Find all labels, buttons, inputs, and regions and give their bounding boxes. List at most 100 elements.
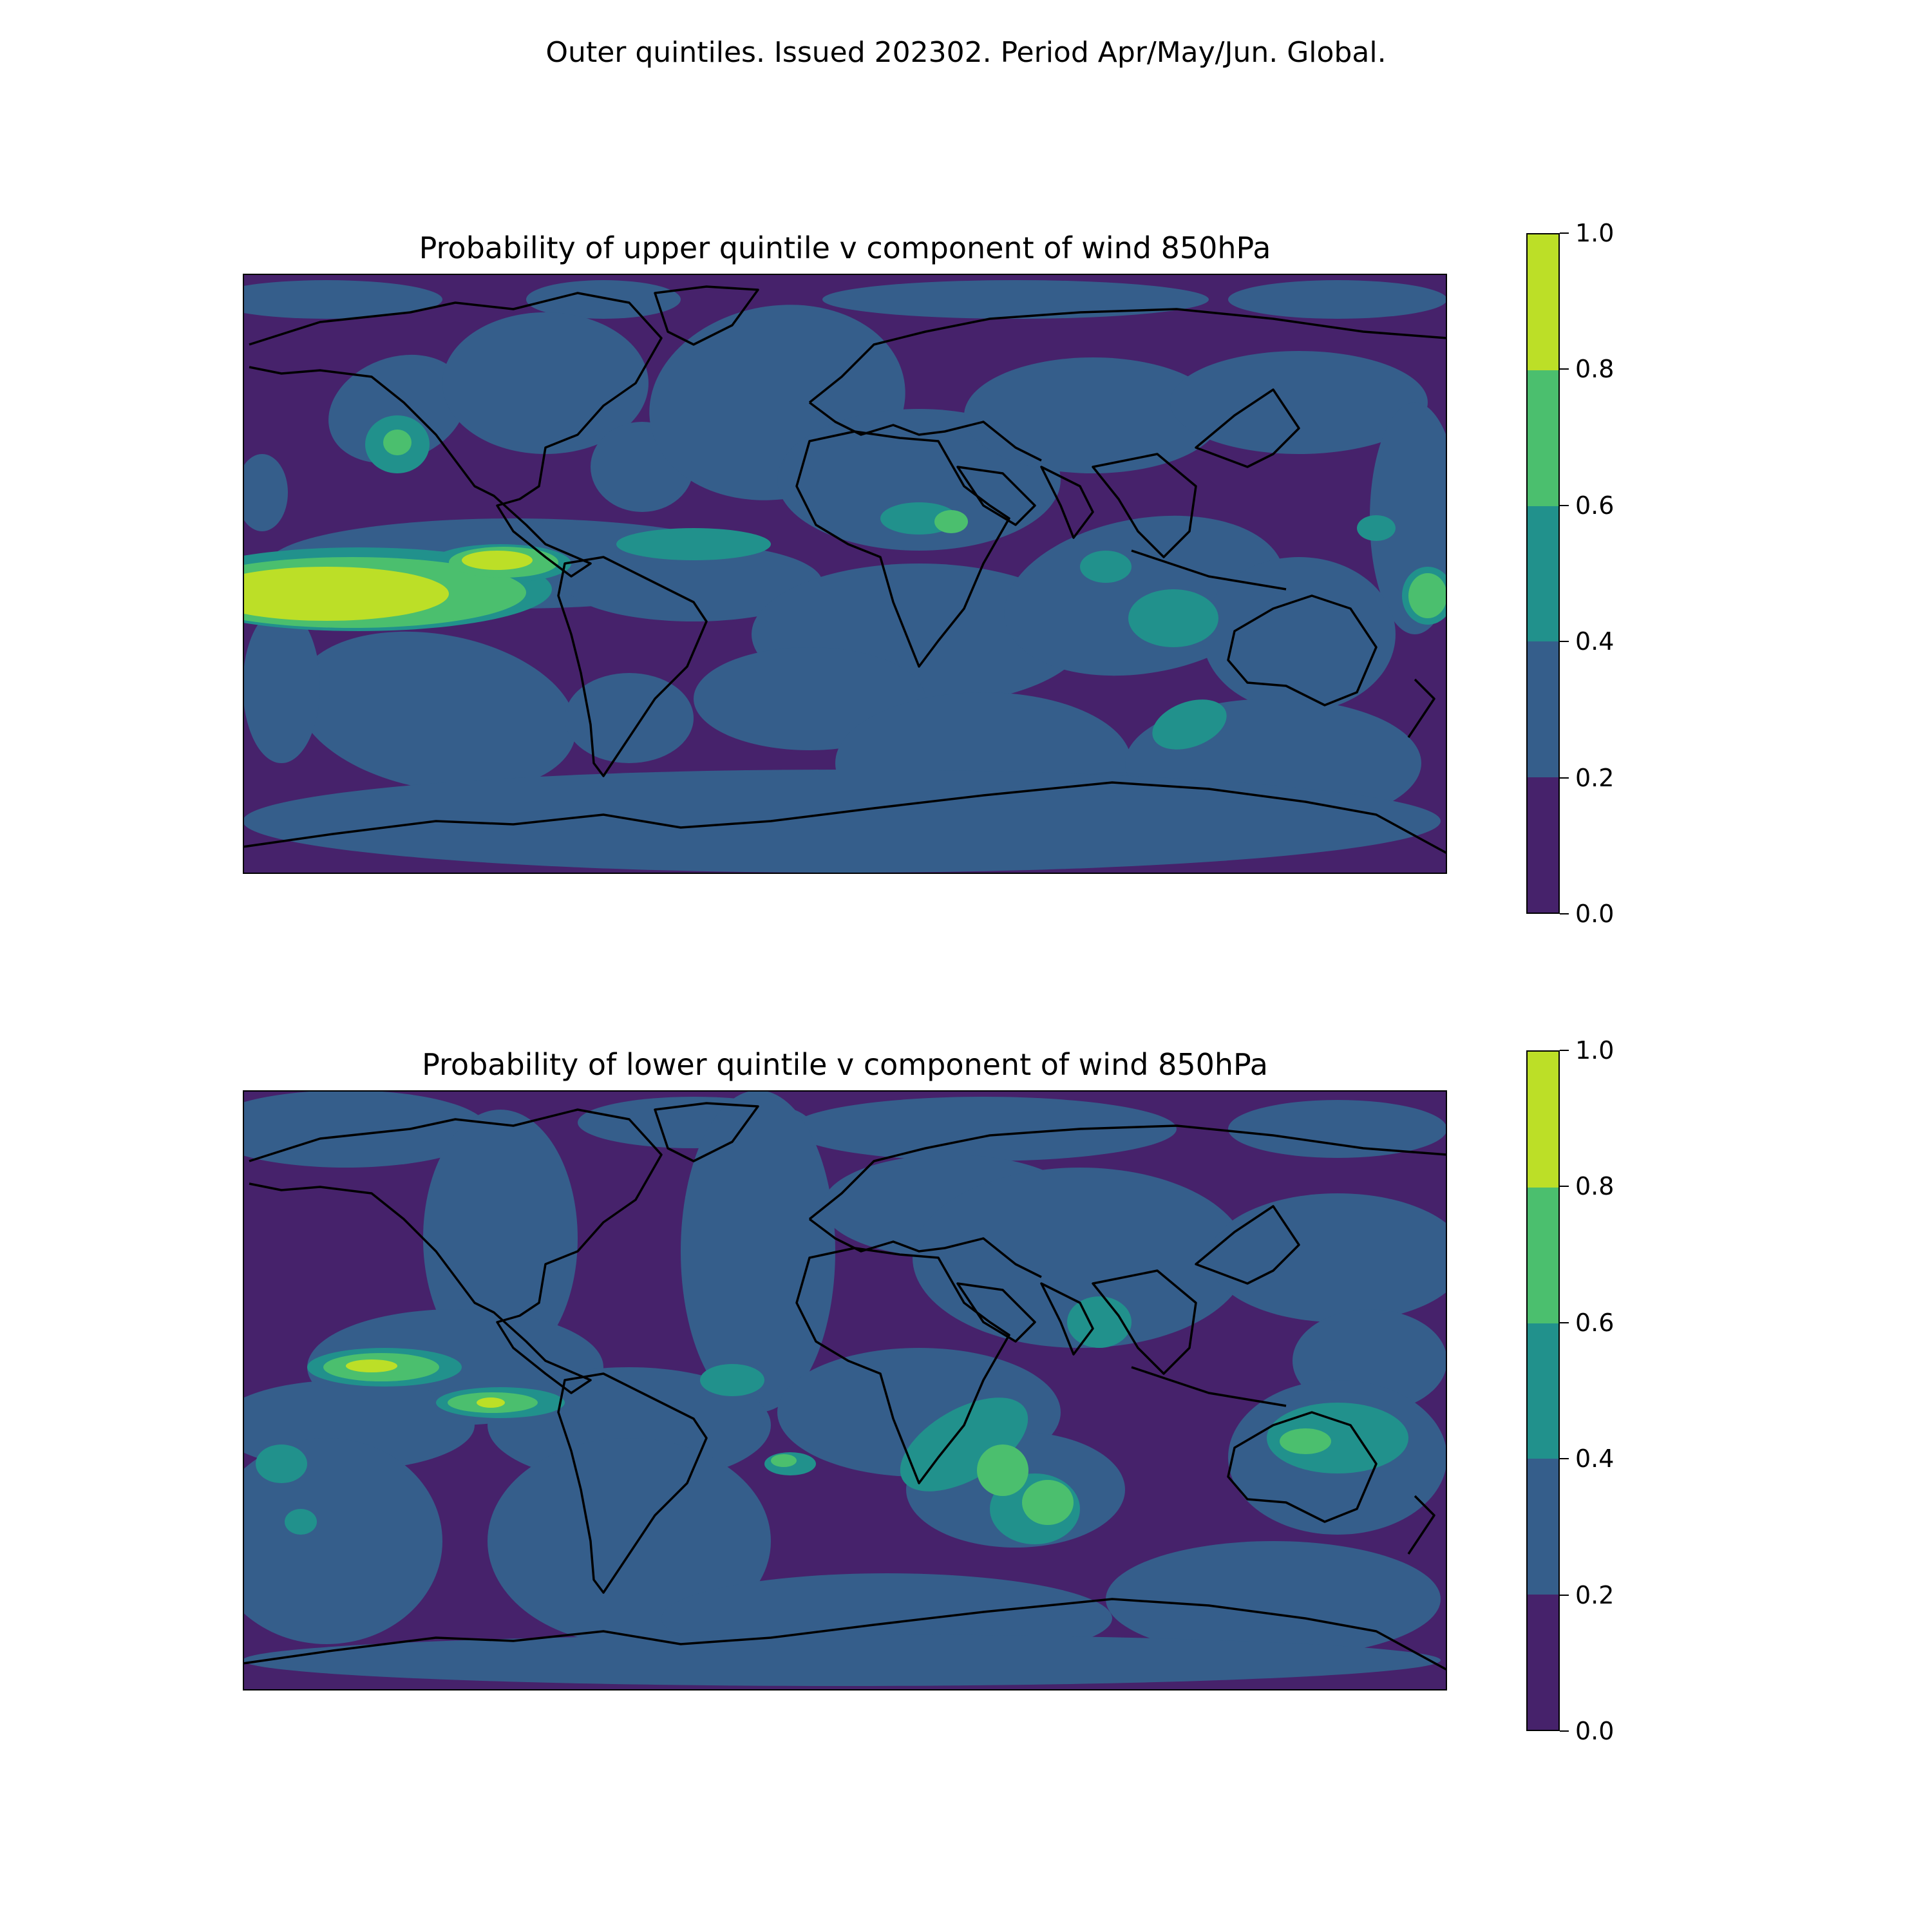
tick-mark — [1560, 1186, 1569, 1188]
tick-label: 0.4 — [1575, 1444, 1615, 1473]
probability-region — [285, 1509, 317, 1535]
probability-region — [700, 1364, 764, 1396]
coastline — [795, 1247, 1010, 1484]
coastline — [1040, 1282, 1094, 1356]
tick-label: 0.4 — [1575, 627, 1615, 656]
colorbar-band — [1528, 1458, 1558, 1595]
colorbar-upper — [1526, 233, 1560, 914]
tick-label: 0.2 — [1575, 1580, 1615, 1609]
probability-region — [790, 1097, 1177, 1161]
tick-label: 0.0 — [1575, 1717, 1615, 1745]
tick-mark — [1560, 1321, 1569, 1323]
tick-label: 1.0 — [1575, 219, 1615, 247]
tick-label: 0.8 — [1575, 1172, 1615, 1201]
probability-region — [243, 567, 449, 621]
coastline — [1407, 1495, 1435, 1555]
probability-region — [913, 1168, 1247, 1348]
tick-mark — [1560, 1730, 1569, 1732]
probability-region — [488, 1438, 771, 1644]
tick-mark — [1560, 1050, 1569, 1051]
probability-region — [1170, 351, 1428, 454]
tick-mark — [1560, 232, 1569, 234]
coastline — [243, 1598, 1447, 1671]
probability-region — [1228, 280, 1447, 319]
coastline — [1227, 594, 1378, 706]
probability-region — [256, 1444, 307, 1483]
probability-region — [477, 1397, 505, 1408]
tick-label: 0.6 — [1575, 1308, 1615, 1337]
tick-label: 1.0 — [1575, 1036, 1615, 1065]
probability-region — [442, 312, 649, 454]
probability-region — [1357, 515, 1396, 541]
coastline — [654, 285, 759, 346]
colorbar-band — [1528, 1594, 1558, 1730]
probability-region — [964, 357, 1222, 473]
probability-region — [243, 1090, 488, 1168]
colorbar-band — [1528, 1323, 1558, 1459]
probability-region — [296, 631, 576, 792]
coastline — [1131, 549, 1287, 591]
tick-label: 0.6 — [1575, 491, 1615, 520]
probability-region — [346, 1359, 397, 1372]
probability-region — [771, 1454, 797, 1467]
probability-region — [243, 609, 320, 763]
probability-region — [1022, 1480, 1074, 1525]
probability-region — [243, 1438, 442, 1644]
map-frame — [243, 1090, 1447, 1690]
tick-mark — [1560, 913, 1569, 914]
probability-region — [822, 280, 1209, 319]
probability-region — [526, 280, 681, 319]
tick-mark — [1560, 504, 1569, 506]
probability-region — [243, 770, 1441, 873]
map-upper-quintile — [243, 274, 1447, 874]
coastline — [808, 308, 1447, 404]
coastline — [1092, 453, 1197, 558]
coastline — [1131, 1366, 1287, 1407]
coastline — [795, 430, 1010, 668]
coastline — [243, 781, 1447, 855]
tick-mark — [1560, 368, 1569, 370]
colorbar-band — [1528, 1187, 1558, 1323]
tick-mark — [1560, 1458, 1569, 1460]
probability-region — [328, 354, 466, 464]
probability-region — [383, 430, 412, 455]
tick-mark — [1560, 641, 1569, 643]
probability-region — [977, 1444, 1028, 1496]
tick-label: 0.8 — [1575, 355, 1615, 384]
map-frame — [243, 274, 1447, 874]
probability-region — [243, 1634, 1441, 1686]
coastline — [1407, 678, 1435, 738]
tick-label: 0.2 — [1575, 763, 1615, 792]
probability-region — [1228, 1100, 1447, 1158]
map-lower-quintile — [243, 1090, 1447, 1690]
probability-region — [1267, 1403, 1408, 1473]
probability-region — [1408, 573, 1447, 618]
coastline — [808, 1218, 1042, 1278]
probability-region — [1128, 589, 1218, 647]
coastline — [1195, 1205, 1300, 1285]
coastline — [654, 1102, 759, 1162]
probability-region — [934, 510, 968, 533]
probability-region — [1209, 1193, 1447, 1322]
probability-region — [462, 551, 533, 570]
figure-suptitle: Outer quintiles. Issued 202302. Period A… — [545, 36, 1387, 69]
probability-region — [243, 280, 442, 319]
coastline — [1092, 1269, 1197, 1375]
probability-region — [1080, 551, 1132, 583]
probability-region — [681, 1090, 835, 1412]
panel-title-lower: Probability of lower quintile v componen… — [422, 1047, 1268, 1082]
tick-label: 0.0 — [1575, 900, 1615, 928]
coastline — [956, 1282, 1036, 1343]
tick-mark — [1560, 1594, 1569, 1596]
colorbar-band — [1528, 370, 1558, 506]
coastline — [557, 1372, 708, 1594]
coastline — [956, 466, 1036, 526]
probability-region — [900, 1397, 1028, 1492]
coastline — [1227, 1411, 1378, 1523]
coastline — [1040, 466, 1094, 539]
probability-region — [565, 544, 822, 621]
field-lower — [243, 1090, 1447, 1686]
colorbar-band — [1528, 234, 1558, 371]
coastline — [808, 401, 1042, 462]
